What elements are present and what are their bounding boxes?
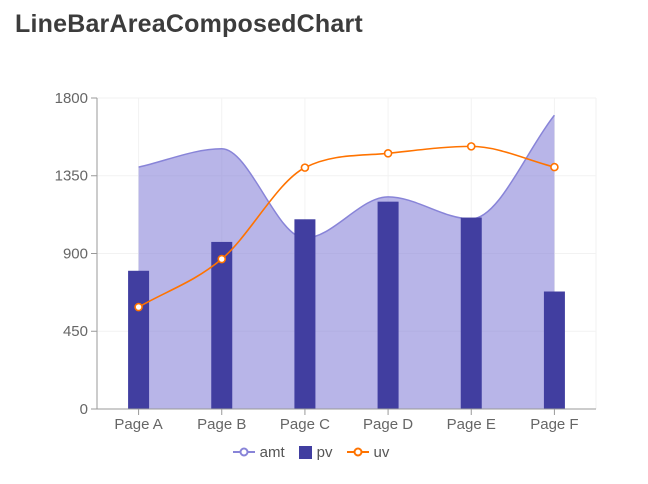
page-title: LineBarAreaComposedChart xyxy=(15,10,363,38)
bar-page-e[interactable] xyxy=(460,217,482,409)
bar-page-c[interactable] xyxy=(294,219,316,409)
axes: 0 450 900 1350 1800 Page A Page B Page C Page D P… xyxy=(55,90,596,433)
dot-page-c[interactable] xyxy=(300,163,310,172)
line-series-uv xyxy=(134,142,559,312)
x-tick-label: Page B xyxy=(197,416,246,433)
x-tick-label: Page F xyxy=(530,416,578,433)
bar-series-pv xyxy=(128,201,565,409)
legend-item-uv[interactable]: uv xyxy=(346,443,390,461)
uv-line-icon xyxy=(346,447,369,457)
dot-page-b[interactable] xyxy=(217,254,227,264)
y-tick-label: 900 xyxy=(63,245,88,262)
legend-label-pv: pv xyxy=(316,443,333,461)
legend-item-amt[interactable]: amt xyxy=(232,443,285,461)
area-series-amt xyxy=(138,114,556,410)
y-tick-label: 1800 xyxy=(55,90,88,107)
x-tick-label: Page C xyxy=(280,416,330,433)
dot-page-a[interactable] xyxy=(134,302,143,312)
dot-page-f[interactable] xyxy=(550,162,559,172)
bar-page-a[interactable] xyxy=(128,270,150,409)
bar-page-f[interactable] xyxy=(543,291,565,409)
x-tick-label: Page D xyxy=(363,416,413,433)
bar-page-b[interactable] xyxy=(211,241,233,409)
dot-page-d[interactable] xyxy=(383,148,393,158)
x-tick-label: Page E xyxy=(447,416,496,433)
bar-page-d[interactable] xyxy=(377,201,399,409)
composed-chart-svg: 0 450 900 1350 1800 Page A Page B Page C Page D P… xyxy=(55,90,597,433)
y-tick-label: 0 xyxy=(80,401,88,418)
dot-page-e[interactable] xyxy=(466,142,476,151)
x-tick-label: Page A xyxy=(114,416,162,433)
legend: amt pv uv xyxy=(0,440,622,464)
amt-line-icon xyxy=(232,447,255,457)
legend-label-uv: uv xyxy=(373,443,390,461)
y-tick-label: 450 xyxy=(63,323,88,340)
y-tick-label: 1350 xyxy=(55,168,88,185)
legend-label-amt: amt xyxy=(259,443,285,461)
legend-item-pv[interactable]: pv xyxy=(298,443,333,461)
pv-square-icon xyxy=(298,445,312,459)
